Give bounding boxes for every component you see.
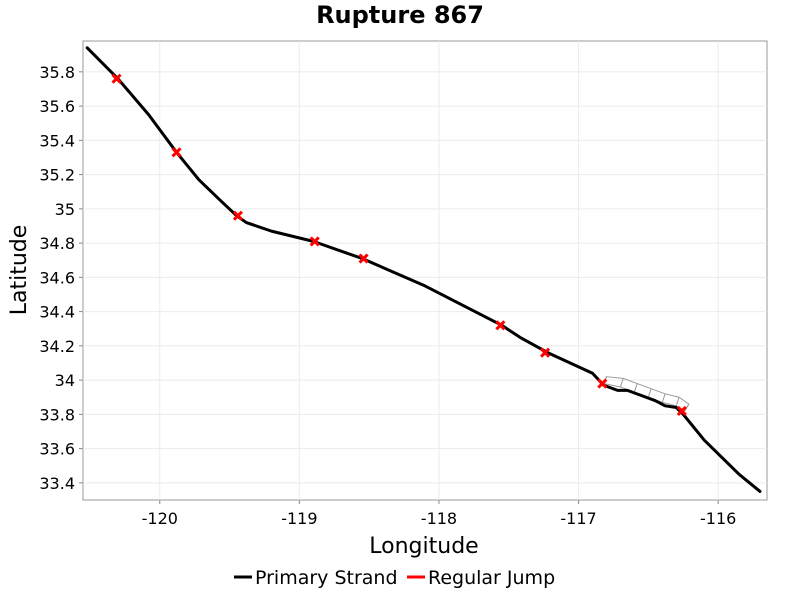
x-tick-label: -119 (281, 509, 317, 528)
regular-jump-point (495, 320, 506, 331)
y-tick-label: 35.6 (39, 97, 75, 116)
regular-jump-point (232, 210, 244, 221)
surface-outline-hatch (684, 403, 690, 412)
regular-jump-point (171, 147, 182, 158)
y-tick-label: 35.2 (39, 166, 75, 185)
y-tick-label: 34 (55, 371, 75, 390)
y-tick-label: 34.8 (39, 234, 75, 253)
surface-outline (602, 376, 690, 412)
chart-title: Rupture 867 (316, 1, 484, 29)
legend-label-regular-jump: Regular Jump (428, 567, 555, 589)
y-tick-label: 34.4 (39, 303, 75, 322)
axis-ticks: -120 -119 -118 -117 -116 33.4 33.6 33.8 34 34.2 34… (39, 63, 736, 528)
regular-jump-point (358, 253, 369, 264)
surface-outline-hatch (675, 397, 680, 406)
y-tick-label: 33.8 (39, 405, 75, 424)
x-tick-label: -117 (560, 509, 596, 528)
series-line-primary-strand (85, 46, 762, 493)
x-tick-label: -118 (421, 509, 457, 528)
plot-area (82, 40, 768, 501)
legend: Primary Strand Regular Jump (234, 567, 555, 589)
surface-outline-hatch (633, 383, 638, 393)
y-tick-label: 35.4 (39, 131, 75, 150)
regular-jump-point (111, 73, 122, 84)
regular-jump-point (676, 405, 687, 417)
y-tick-label: 33.4 (39, 474, 75, 493)
y-tick-label: 34.6 (39, 268, 75, 287)
jump-markers (111, 73, 687, 417)
y-axis-label: Latitude (7, 225, 32, 316)
series-layer (85, 46, 762, 493)
x-tick-label: -120 (142, 509, 178, 528)
y-tick-label: 34.2 (39, 337, 75, 356)
regular-jump-point (539, 347, 551, 358)
surface-outline-hatch (619, 378, 624, 388)
x-axis-label: Longitude (369, 534, 478, 559)
surface-outline-hatch (661, 393, 666, 403)
y-tick-label: 33.6 (39, 440, 75, 459)
regular-jump-point (309, 236, 320, 247)
y-tick-label: 35.8 (39, 63, 75, 82)
x-tick-label: -116 (700, 509, 736, 528)
y-tick-label: 35 (55, 200, 75, 219)
regular-jump-point (597, 378, 608, 389)
grid-lines (83, 41, 767, 500)
legend-label-primary-strand: Primary Strand (255, 567, 398, 589)
surface-outline-hatch (647, 388, 652, 398)
